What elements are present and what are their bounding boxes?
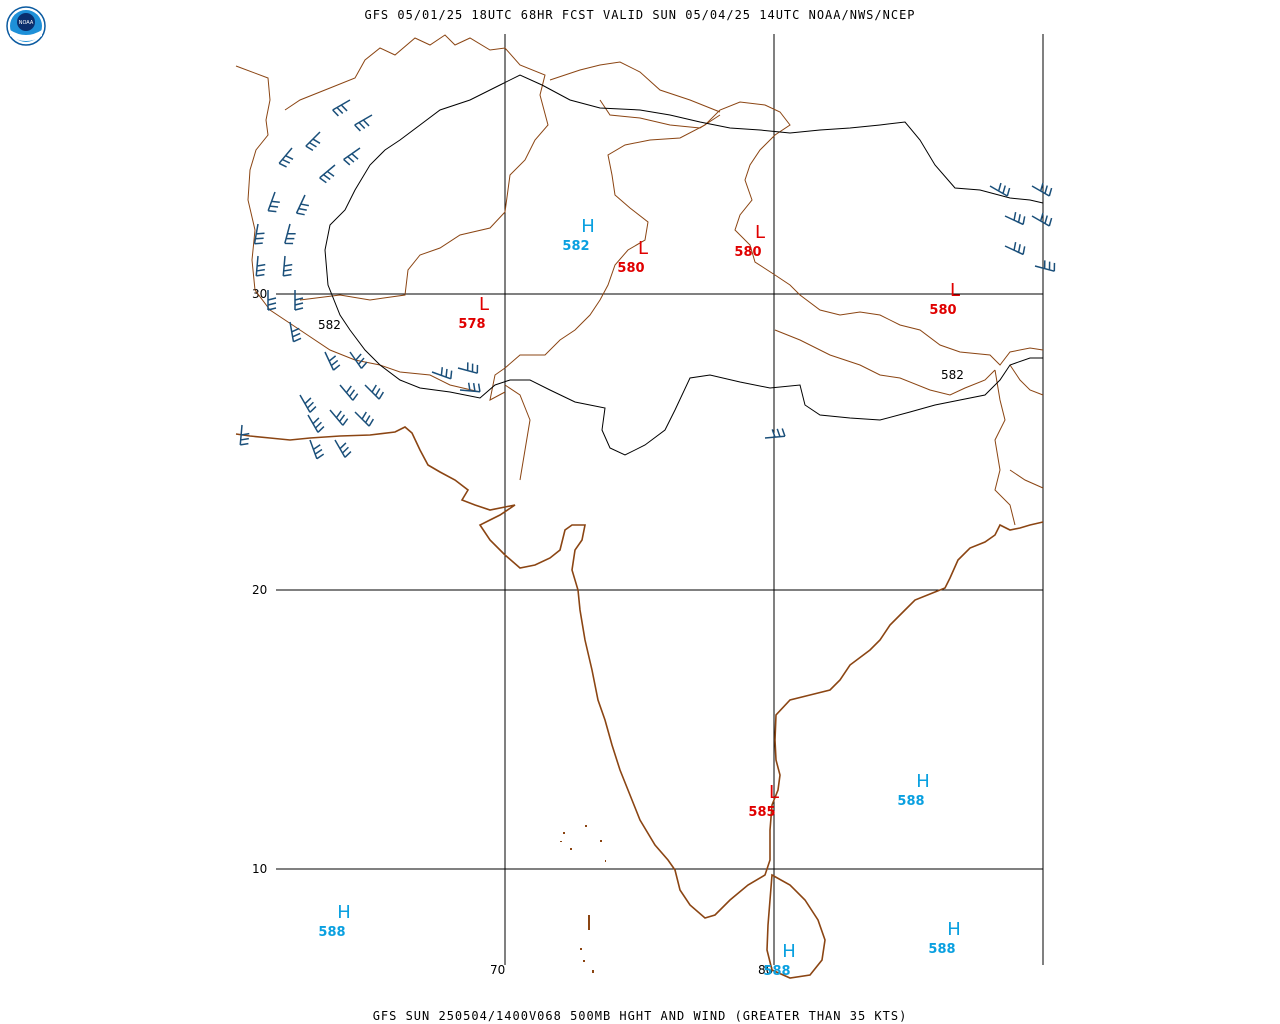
wind-barbs xyxy=(239,99,1056,460)
pressure-value: 580 xyxy=(929,303,956,318)
pressure-value: 588 xyxy=(763,964,790,979)
wind-barb xyxy=(457,362,479,374)
pressure-value: 580 xyxy=(734,245,761,260)
pressure-centers: H 582 L 580 L 580 L 578 L 580 L 585 H 588 H 588 H 588 H 588 xyxy=(318,216,960,979)
wind-barb xyxy=(295,194,310,216)
wind-barb xyxy=(324,351,341,371)
lon-label-80: 80 xyxy=(758,963,773,977)
pressure-value: 585 xyxy=(748,805,775,820)
wind-barb xyxy=(255,255,266,277)
low-pressure-marker: L xyxy=(950,280,960,301)
coastline xyxy=(235,426,1044,979)
wind-barb xyxy=(278,147,294,168)
wind-barb xyxy=(334,439,352,458)
wind-barb xyxy=(354,114,373,132)
wind-barb xyxy=(309,439,325,460)
islands xyxy=(560,825,606,973)
wind-barb xyxy=(764,428,786,439)
wind-barb xyxy=(364,384,385,400)
wind-barb xyxy=(431,367,453,380)
wind-barb xyxy=(1031,212,1053,227)
wind-barb xyxy=(299,394,317,413)
wind-barb xyxy=(339,384,359,401)
wind-barb xyxy=(332,99,351,117)
high-pressure-marker: H xyxy=(337,902,351,923)
high-pressure-marker: H xyxy=(782,941,796,962)
pressure-value: 582 xyxy=(562,239,589,254)
lat-label-30: 30 xyxy=(252,287,267,301)
low-pressure-marker: L xyxy=(479,294,489,315)
wind-barb xyxy=(329,409,349,426)
pressure-value: 588 xyxy=(897,794,924,809)
wind-barb xyxy=(239,424,250,446)
low-pressure-marker: L xyxy=(755,222,765,243)
noaa-logo-text: NOAA xyxy=(19,20,34,26)
high-pressure-marker: H xyxy=(916,771,930,792)
wind-barb xyxy=(1004,211,1026,226)
wind-barb xyxy=(253,223,265,245)
wind-barb xyxy=(459,382,481,393)
wind-barb xyxy=(284,223,296,245)
lat-label-10: 10 xyxy=(252,862,267,876)
wind-barb xyxy=(305,131,321,152)
wind-barb xyxy=(349,351,368,369)
low-pressure-marker: L xyxy=(769,782,779,803)
wind-barb xyxy=(267,290,277,311)
pressure-value: 588 xyxy=(928,942,955,957)
wind-barb xyxy=(282,255,293,277)
contour-label: 582 xyxy=(318,318,341,332)
high-pressure-marker: H xyxy=(947,919,961,940)
wind-barb xyxy=(989,182,1011,197)
wind-barb xyxy=(319,164,336,184)
high-pressure-marker: H xyxy=(581,216,595,237)
contour-label: 582 xyxy=(941,368,964,382)
wind-barb xyxy=(267,191,280,213)
pressure-value: 580 xyxy=(617,261,644,276)
lat-lon-grid xyxy=(276,34,1044,965)
wind-barb xyxy=(354,411,375,427)
lat-label-20: 20 xyxy=(252,583,267,597)
wind-barb xyxy=(343,147,361,166)
pressure-value: 588 xyxy=(318,925,345,940)
country-borders xyxy=(235,34,1044,526)
wind-barb xyxy=(1034,260,1056,272)
height-contours xyxy=(324,74,1044,456)
wind-barb xyxy=(307,414,325,433)
pressure-value: 578 xyxy=(458,317,485,332)
wind-barb xyxy=(1031,182,1053,197)
lon-label-70: 70 xyxy=(490,963,505,977)
wind-barb xyxy=(294,290,304,311)
low-pressure-marker: L xyxy=(638,238,648,259)
wind-barb xyxy=(289,321,302,343)
chart-title: GFS 05/01/25 18UTC 68HR FCST VALID SUN 0… xyxy=(364,8,916,22)
wind-barb xyxy=(1004,241,1026,256)
chart-footer: GFS SUN 250504/1400V068 500MB HGHT AND W… xyxy=(372,1009,908,1023)
noaa-logo: NOAA xyxy=(6,6,46,46)
